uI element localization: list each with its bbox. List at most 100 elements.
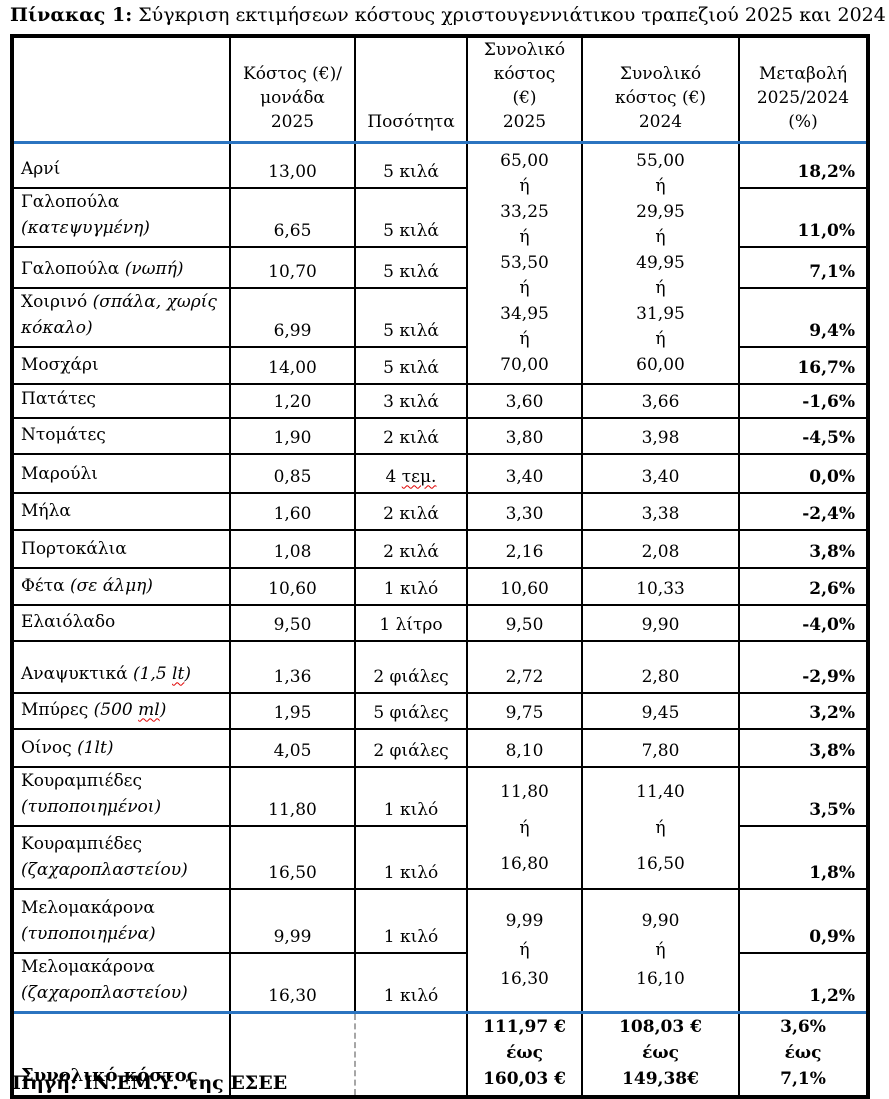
product-name: Μαρούλι <box>21 463 98 484</box>
quantity-cell: 2 κιλά <box>354 528 468 569</box>
product-name-italic-end: ) <box>184 663 191 684</box>
header-product <box>11 35 231 144</box>
product-name: Ελαιόλαδο <box>21 611 116 632</box>
total-2024-cell: 2,08 <box>581 528 740 569</box>
table-row: Μοσχάρι 14,00 5 κιλά 16,7% <box>11 345 869 385</box>
total-2025-cell: 10,60 <box>466 566 583 606</box>
total-2024-merged-melomakarona: 9,90 ή 16,10 <box>581 887 740 1013</box>
product-name-italic: (τυποποιημένα) <box>21 923 156 944</box>
product-name-cell: Φέτα (σε άλμη) <box>11 566 231 606</box>
product-name: Πατάτες <box>21 388 96 409</box>
unit-cost-cell: 1,08 <box>229 528 356 569</box>
product-name-cell: Ελαιόλαδο <box>11 603 231 642</box>
table-row: Μαρούλι 0,85 4 τεμ. 3,40 3,40 0,0% <box>11 452 869 494</box>
header-row: Κόστος (€)/ μονάδα 2025 Ποσότητα Συνολικ… <box>11 35 869 144</box>
unit-cost-cell: 13,00 <box>229 141 356 189</box>
unit-cost-cell: 1,60 <box>229 491 356 531</box>
table-title-label: Πίνακας 1: <box>10 4 133 26</box>
table-row: Ελαιόλαδο 9,50 1 λίτρο 9,50 9,90 -4,0% <box>11 603 869 642</box>
product-name-cell: Μπύρες (500 ml) <box>11 691 231 730</box>
product-name-italic: (σε άλμη) <box>70 575 153 596</box>
change-cell: 3,5% <box>738 765 869 827</box>
quantity-cell: 3 κιλά <box>354 382 468 419</box>
unit-cost-cell: 9,50 <box>229 603 356 642</box>
table-row: Κουραμπιέδες (ζαχαροπλαστείου) 16,50 1 κ… <box>11 824 869 890</box>
source-caption: Πηγή: ΙΝ.ΕΜ.Υ. της ΕΣΕΕ <box>12 1072 288 1094</box>
header-total-2024: Συνολικό κόστος (€) 2024 <box>581 35 740 144</box>
total-2025-cell: 2,16 <box>466 528 583 569</box>
unit-cost-cell: 6,99 <box>229 286 356 348</box>
product-name-italic: (νωπή) <box>124 258 184 279</box>
quantity-value: 4 <box>385 466 402 487</box>
change-cell: 0,9% <box>738 887 869 954</box>
page: { "colors": { "accent_blue": "#2b74c0", … <box>0 4 889 1099</box>
total-2024-merged-meat: 55,00 ή 29,95 ή 49,95 ή 31,95 ή 60,00 <box>581 141 740 385</box>
table-row: Μήλα 1,60 2 κιλά 3,30 3,38 -2,4% <box>11 491 869 531</box>
table-row: Πορτοκάλια 1,08 2 κιλά 2,16 2,08 3,8% <box>11 528 869 569</box>
table-row: Χοιρινό (σπάλα, χωρίς κόκαλο) 6,99 5 κιλ… <box>11 286 869 348</box>
table-row: Γαλοπούλα (νωπή) 10,70 5 κιλά 7,1% <box>11 245 869 289</box>
product-name: Ντομάτες <box>21 424 106 445</box>
change-cell: 2,6% <box>738 566 869 606</box>
table-row: Κουραμπιέδες (τυποποιημένοι) 11,80 1 κιλ… <box>11 765 869 890</box>
product-name: Οίνος <box>21 737 78 758</box>
unit-cost-cell: 10,70 <box>229 245 356 289</box>
product-name-cell: Πατάτες <box>11 382 231 419</box>
product-name-cell: Μελομακάρονα (τυποποιημένα) <box>11 887 231 954</box>
quantity-cell: 5 φιάλες <box>354 691 468 730</box>
product-name-italic: (κατεψυγμένη) <box>21 217 150 238</box>
total-2024-cell: 9,90 <box>581 603 740 642</box>
unit-cost-cell: 6,65 <box>229 186 356 248</box>
product-name-misspelled: lt <box>172 663 185 684</box>
quantity-misspelled: τεμ. <box>401 466 437 487</box>
change-cell: 1,2% <box>738 951 869 1013</box>
quantity-cell: 1 κιλό <box>354 951 468 1013</box>
product-name-italic: (σπάλα, χωρίς κόκαλο) <box>21 291 217 338</box>
product-name-cell: Μαρούλι <box>11 452 231 494</box>
total-2025-cell: 2,72 <box>466 639 583 694</box>
total-2025-cell: 3,60 <box>466 382 583 419</box>
total-2025-range: 111,97 € έως 160,03 € <box>466 1010 583 1098</box>
header-total-2025: Συνολικό κόστος (€) 2025 <box>466 35 583 144</box>
product-name: Αναψυκτικά <box>21 663 133 684</box>
total-2024-range: 108,03 € έως 149,38€ <box>581 1010 740 1098</box>
total-2024-cell: 2,80 <box>581 639 740 694</box>
product-name: Φέτα <box>21 575 71 596</box>
total-2025-cell: 9,50 <box>466 603 583 642</box>
change-cell: -2,4% <box>738 491 869 531</box>
total-2025-cell: 3,80 <box>466 416 583 455</box>
product-name-cell: Κουραμπιέδες (ζαχαροπλαστείου) <box>11 824 231 890</box>
total-2024-cell: 3,66 <box>581 382 740 419</box>
total-2025-merged-melomakarona: 9,99 ή 16,30 <box>466 887 583 1013</box>
quantity-cell: 1 κιλό <box>354 824 468 890</box>
unit-cost-cell: 16,50 <box>229 824 356 890</box>
product-name-cell: Γαλοπούλα (νωπή) <box>11 245 231 289</box>
table-row: Μελομακάρονα (τυποποιημένα) 9,99 1 κιλό … <box>11 887 869 1013</box>
quantity-cell: 2 φιάλες <box>354 727 468 768</box>
total-2025-merged-kourabiedes: 11,80 ή 16,80 <box>466 765 583 890</box>
product-name: Μελομακάρονα <box>21 897 155 918</box>
product-name-cell: Ντομάτες <box>11 416 231 455</box>
quantity-cell: 2 κιλά <box>354 491 468 531</box>
cost-comparison-table: Κόστος (€)/ μονάδα 2025 Ποσότητα Συνολικ… <box>10 34 870 1099</box>
unit-cost-cell: 1,90 <box>229 416 356 455</box>
total-change-range: 3,6% έως 7,1% <box>738 1010 869 1098</box>
product-name: Γαλοπούλα <box>21 191 120 212</box>
unit-cost-cell: 0,85 <box>229 452 356 494</box>
product-name: Κουραμπιέδες <box>21 770 143 791</box>
change-cell: 18,2% <box>738 141 869 189</box>
total-2024-cell: 7,80 <box>581 727 740 768</box>
total-quantity-empty <box>354 1010 468 1098</box>
quantity-cell: 2 κιλά <box>354 416 468 455</box>
product-name: Μπύρες <box>21 699 94 720</box>
change-cell: -4,5% <box>738 416 869 455</box>
unit-cost-cell: 1,20 <box>229 382 356 419</box>
unit-cost-cell: 1,36 <box>229 639 356 694</box>
product-name: Αρνί <box>21 158 61 179</box>
total-2024-merged-kourabiedes: 11,40 ή 16,50 <box>581 765 740 890</box>
quantity-cell: 5 κιλά <box>354 345 468 385</box>
product-name: Χοιρινό <box>21 291 93 312</box>
quantity-cell: 1 κιλό <box>354 566 468 606</box>
unit-cost-cell: 11,80 <box>229 765 356 827</box>
total-2025-cell: 3,30 <box>466 491 583 531</box>
